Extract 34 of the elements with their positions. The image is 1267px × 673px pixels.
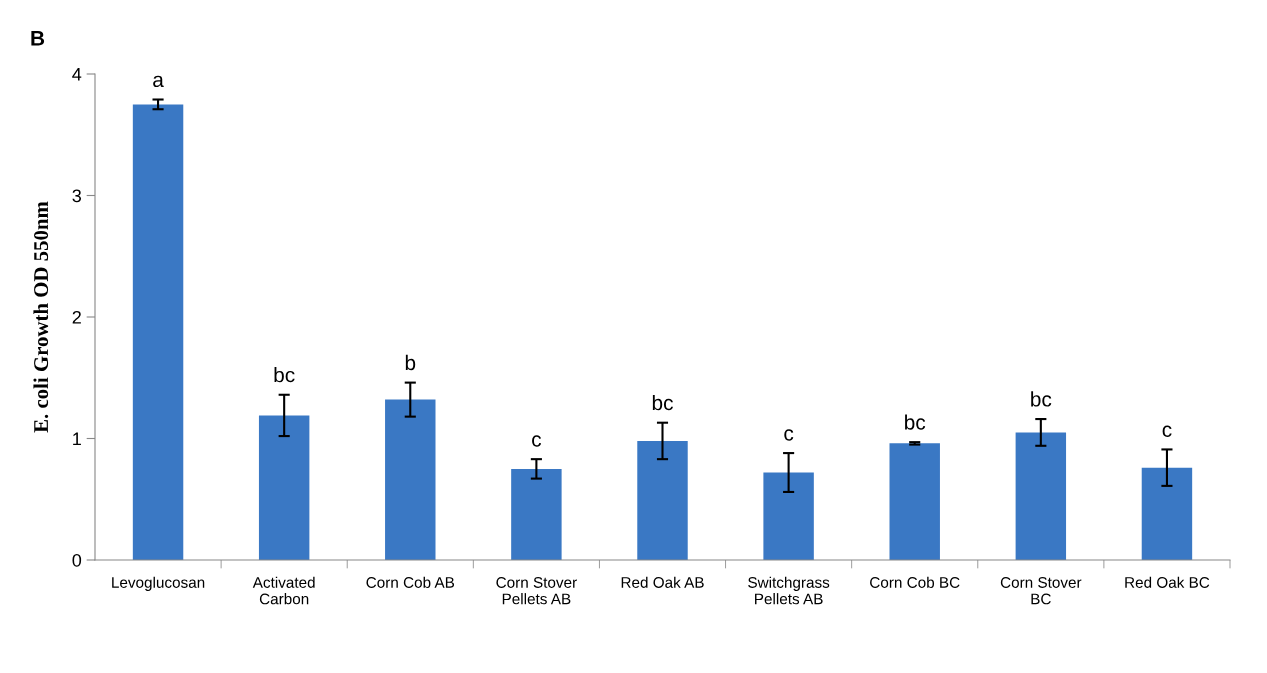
y-tick-label: 2 [72, 310, 81, 324]
y-tick-label: 1 [73, 432, 81, 446]
x-tick-label: Corn Stover BC [1000, 577, 1082, 605]
bar [1015, 432, 1067, 560]
bar [511, 468, 562, 560]
annotation: b [405, 354, 416, 371]
y-axis-title: E. coli Growth OD 550nm [33, 201, 49, 433]
y-tick-label: 0 [72, 553, 82, 567]
annotation: bc [1031, 391, 1052, 407]
x-tick-label: Corn Cob BC [870, 576, 960, 588]
bar [889, 443, 940, 560]
text: B [31, 31, 45, 46]
bar [637, 440, 688, 560]
x-tick-label: Corn Cob AB [366, 576, 455, 588]
x-tick-label: Red Oak AB [621, 576, 704, 588]
bar [385, 399, 436, 560]
annotation: bc [652, 394, 673, 411]
bar [132, 104, 184, 560]
x-tick-label: Switchgrass Pellets AB [748, 576, 830, 605]
bar [1141, 467, 1193, 560]
bar [258, 415, 310, 560]
annotation: bc [274, 367, 295, 383]
x-tick-label: Red Oak BC [1125, 576, 1210, 588]
x-tick-label: Activated Carbon [252, 576, 315, 605]
x-tick-label: Levoglucosan [112, 576, 205, 591]
x-tick-label: Corn Stover Pellets AB [496, 577, 577, 605]
annotation: c [1162, 425, 1172, 437]
bar [763, 472, 814, 560]
annotation: c [532, 435, 542, 447]
annotation: a [153, 75, 164, 88]
annotation: bc [905, 414, 926, 430]
y-tick-label: 3 [72, 189, 82, 203]
y-tick-label: 4 [72, 68, 82, 81]
annotation: c [784, 429, 794, 441]
